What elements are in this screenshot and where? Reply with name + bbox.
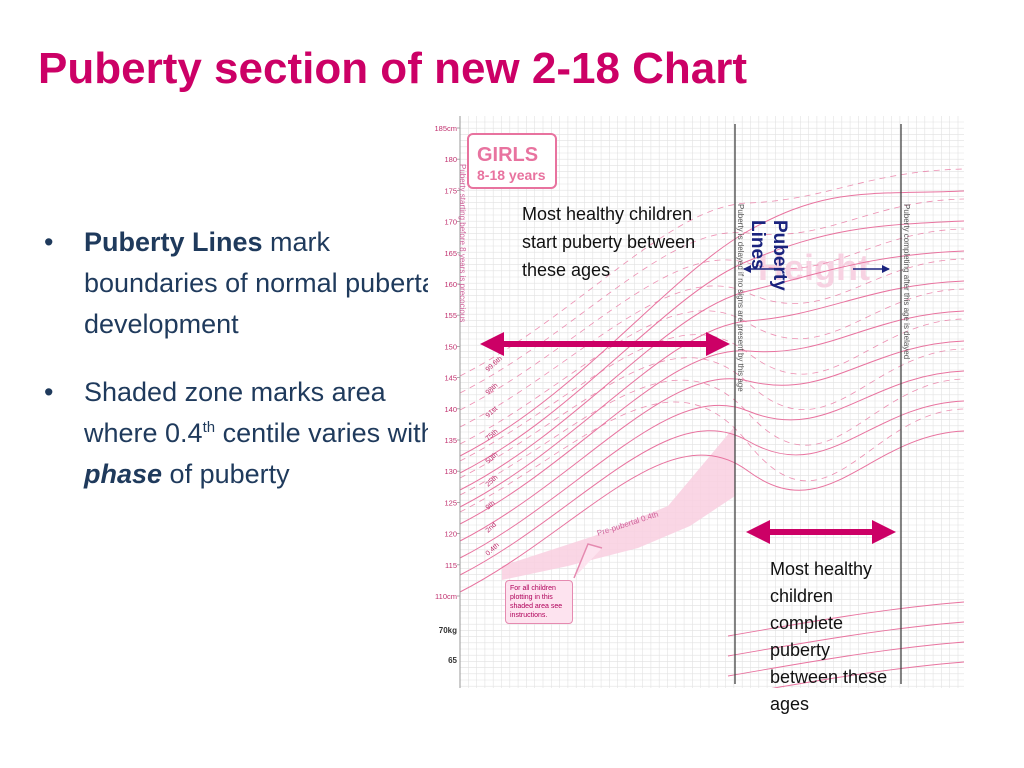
bullet-text-mid: centile varies with <box>215 418 436 448</box>
chart-watermark: Height <box>758 247 870 288</box>
height-tick-label: 165 <box>444 249 457 258</box>
centile-curve-dashed <box>459 348 964 479</box>
centile-curve <box>459 370 964 559</box>
weight-curve <box>727 621 964 657</box>
badge-title: GIRLS <box>477 144 538 166</box>
note-pointer <box>573 543 603 579</box>
bullet-strong-text: Puberty Lines <box>84 227 263 257</box>
bullet-superscript: th <box>202 419 216 436</box>
centile-label: 9th <box>485 500 497 512</box>
height-tick-label: 110cm <box>435 592 457 601</box>
weight-tick-label: 70kg <box>439 626 457 635</box>
bullet-dot: • <box>44 227 54 257</box>
centile-curve-dashed <box>459 288 964 445</box>
height-tick-label: 130 <box>444 467 457 476</box>
height-tick-label: 125 <box>444 498 457 507</box>
shaded-zone-note: For all children plotting in this shaded… <box>505 580 573 624</box>
weight-curve <box>771 661 964 688</box>
complete-puberty-note: Most healthy children complete puberty b… <box>770 559 888 714</box>
centile-curve-dashed <box>459 318 964 462</box>
delayed-signs-text: Puberty is delayed if no signs are prese… <box>736 204 745 392</box>
badge-subtitle: 8-18 years <box>477 167 546 183</box>
shaded-zone <box>502 426 735 580</box>
bullet-list: • Puberty Lines mark boundaries of norma… <box>44 222 444 522</box>
start-puberty-note: Most healthy children start puberty betw… <box>522 204 696 280</box>
centile-curve <box>459 190 964 457</box>
height-tick-label: 150 <box>444 342 457 351</box>
weight-tick-label: 65 <box>448 656 457 665</box>
centile-curve <box>459 340 964 542</box>
centile-curve <box>459 310 964 525</box>
weight-curve <box>727 601 964 637</box>
height-tick-label: 135 <box>444 436 457 445</box>
girls-badge: GIRLS 8-18 years <box>467 133 557 189</box>
bullet-text-before: Shaded zone marks area where 0.4 <box>84 377 386 448</box>
height-tick-label: 120 <box>444 530 457 539</box>
height-tick-label: 115 <box>445 561 457 570</box>
centile-curve <box>459 280 964 508</box>
centile-curve-dashed <box>459 258 964 428</box>
puberty-lines-label-text: Puberty Lines <box>747 220 790 291</box>
height-tick-label: 140 <box>444 405 457 414</box>
bullet-puberty-lines: • Puberty Lines mark boundaries of norma… <box>44 222 444 345</box>
puberty-lines-label: Puberty Lines <box>746 220 790 291</box>
bullet-dot: • <box>44 377 54 407</box>
centile-curve <box>459 430 964 593</box>
height-tick-label: 160 <box>444 280 457 289</box>
height-tick-label: 180 <box>444 155 457 164</box>
height-tick-label: 185cm <box>434 124 457 133</box>
centile-curve <box>459 250 964 491</box>
centile-curve <box>459 400 964 576</box>
centile-curve <box>459 220 964 474</box>
slide-title: Puberty section of new 2-18 Chart <box>38 44 748 93</box>
bullet-emphasis: phase <box>84 459 163 489</box>
bullet-text-after: of puberty <box>162 459 290 489</box>
precocious-text: Puberty starting before 8 years is preco… <box>458 164 467 322</box>
height-tick-label: 155 <box>444 311 457 320</box>
height-tick-label: 175 <box>444 186 457 195</box>
bullet-shaded-zone: • Shaded zone marks area where 0.4th cen… <box>44 372 444 495</box>
centile-curve-dashed <box>459 168 964 377</box>
centile-curve-dashed <box>459 401 964 513</box>
delayed-completion-text: Puberty completing after this age is del… <box>902 204 911 359</box>
weight-curve <box>727 641 964 677</box>
height-tick-label: 170 <box>444 218 457 227</box>
growth-chart: Height 185cm 180 175 170 165 160 155 150 145 140 1… <box>428 116 964 688</box>
centile-curve-dashed <box>459 378 964 496</box>
height-tick-label: 145 <box>444 374 457 383</box>
bullet-text: mark boundaries of normal pubertal devel… <box>84 227 443 339</box>
